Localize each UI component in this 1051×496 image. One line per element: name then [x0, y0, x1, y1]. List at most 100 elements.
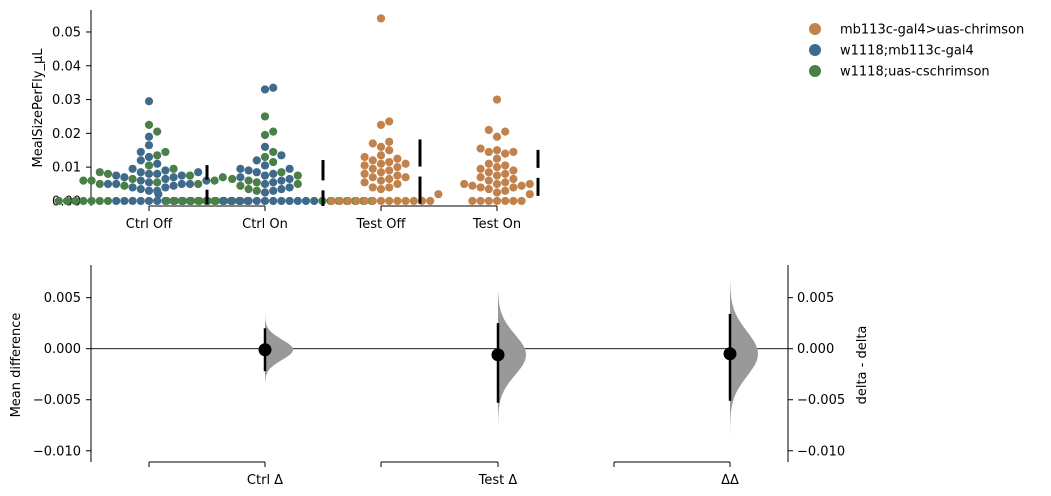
- bottom-x-tick-label: Test Δ: [478, 473, 518, 488]
- swarm-point: [144, 141, 154, 150]
- bootstrap-distributions: [265, 277, 758, 451]
- swarm-point: [169, 164, 178, 173]
- bottom-x-tick-label: Ctrl Δ: [247, 473, 283, 488]
- swarm-point: [393, 171, 402, 180]
- swarm-point: [368, 183, 377, 192]
- swarm-point: [218, 173, 227, 182]
- bottom-right-y-tick-label: 0.000: [797, 342, 834, 357]
- swarm-point: [244, 196, 253, 206]
- swarm-point: [476, 196, 485, 206]
- swarm-point: [144, 161, 154, 170]
- swarm-point: [128, 183, 137, 192]
- swarm-point: [103, 196, 113, 206]
- swarm-point: [509, 196, 518, 206]
- legend-marker: [809, 44, 821, 56]
- swarm-point: [501, 186, 510, 195]
- bottom-y-tick-label: −0.005: [33, 393, 81, 408]
- effect-sizes: [258, 313, 737, 403]
- top-x-tick-label: Test Off: [356, 217, 407, 232]
- swarm-point: [393, 196, 402, 206]
- swarm-point: [344, 196, 353, 206]
- bottom-right-y-axis-label: delta - delta: [855, 326, 870, 405]
- swarm-point: [136, 168, 145, 177]
- swarm-point: [153, 196, 162, 206]
- swarm-point: [385, 183, 394, 192]
- swarm-point: [153, 169, 162, 178]
- swarm-point: [260, 152, 270, 162]
- swarm-point: [228, 196, 237, 206]
- swarm-point: [87, 176, 96, 185]
- swarm-point: [128, 196, 137, 206]
- swarm-point: [360, 169, 369, 178]
- swarm-point: [393, 163, 402, 172]
- swarm-point: [385, 117, 394, 126]
- swarm-point: [285, 164, 294, 173]
- swarm-point: [385, 196, 394, 206]
- swarm-point: [525, 190, 534, 199]
- swarm-point: [409, 196, 418, 206]
- swarm-point: [492, 196, 502, 206]
- swarm-point: [161, 174, 170, 184]
- swarm-point: [194, 168, 203, 177]
- swarm-point: [327, 196, 336, 206]
- swarm-point: [112, 171, 121, 180]
- swarm-point: [120, 196, 129, 206]
- bootstrap-distribution: [265, 312, 293, 385]
- legend-marker: [809, 65, 821, 77]
- swarm-point: [136, 196, 145, 206]
- swarm-point: [277, 185, 286, 194]
- summary-bars: [205, 139, 540, 206]
- top-x-axis: Ctrl Off Ctrl On Test Off Test On: [126, 205, 521, 232]
- swarm-point: [252, 178, 261, 187]
- swarm-point: [501, 178, 510, 187]
- top-y-tick-label: 0.05: [52, 25, 81, 40]
- swarm-point: [376, 176, 386, 185]
- swarm-point: [492, 95, 502, 104]
- swarm-point: [517, 181, 526, 190]
- bottom-y-tick-label: 0.000: [44, 342, 81, 357]
- swarm-point: [376, 120, 386, 129]
- swarm-point: [376, 142, 386, 151]
- swarm-point: [484, 176, 493, 185]
- swarm-point: [260, 188, 270, 197]
- swarm-point: [103, 179, 113, 189]
- top-x-tick-label: Ctrl On: [242, 217, 288, 232]
- swarm-point: [236, 164, 245, 173]
- swarm-point: [368, 156, 377, 165]
- swarm-point: [269, 178, 278, 187]
- swarm-point: [385, 146, 394, 155]
- swarm-point: [95, 168, 104, 177]
- swarm-point: [360, 196, 369, 206]
- bottom-y-ticks: −0.010 −0.010 −0.005 −0.005 0.000 0.000 0.005 0…: [33, 291, 845, 459]
- swarm-point: [169, 181, 178, 190]
- swarm-point: [144, 120, 154, 129]
- swarm-point: [161, 147, 170, 157]
- swarm-point: [144, 196, 154, 206]
- swarm-point: [144, 186, 154, 195]
- swarm-point: [301, 196, 311, 206]
- swarm-point: [112, 196, 121, 206]
- swarm-point: [368, 164, 377, 173]
- swarm-point: [401, 159, 410, 168]
- swarm-point: [376, 196, 386, 206]
- swarm-point: [153, 178, 162, 187]
- swarm-point: [269, 196, 278, 206]
- swarm-point: [376, 159, 386, 168]
- swarm-point: [285, 196, 294, 206]
- swarm-point: [62, 196, 72, 206]
- swarm-point: [509, 147, 518, 157]
- effect-size-point: [491, 348, 505, 362]
- effect-size-point: [258, 343, 272, 357]
- legend-marker: [809, 23, 821, 35]
- swarm-point: [252, 156, 261, 165]
- swarm-point: [144, 132, 154, 141]
- swarm-point: [385, 174, 394, 184]
- swarm-point: [484, 147, 493, 157]
- swarm-point: [260, 112, 270, 121]
- top-x-tick-label: Test On: [472, 217, 521, 232]
- swarm-point: [71, 196, 80, 206]
- swarm-point: [144, 152, 154, 162]
- swarm-point: [492, 179, 502, 189]
- swarm-point: [79, 196, 88, 206]
